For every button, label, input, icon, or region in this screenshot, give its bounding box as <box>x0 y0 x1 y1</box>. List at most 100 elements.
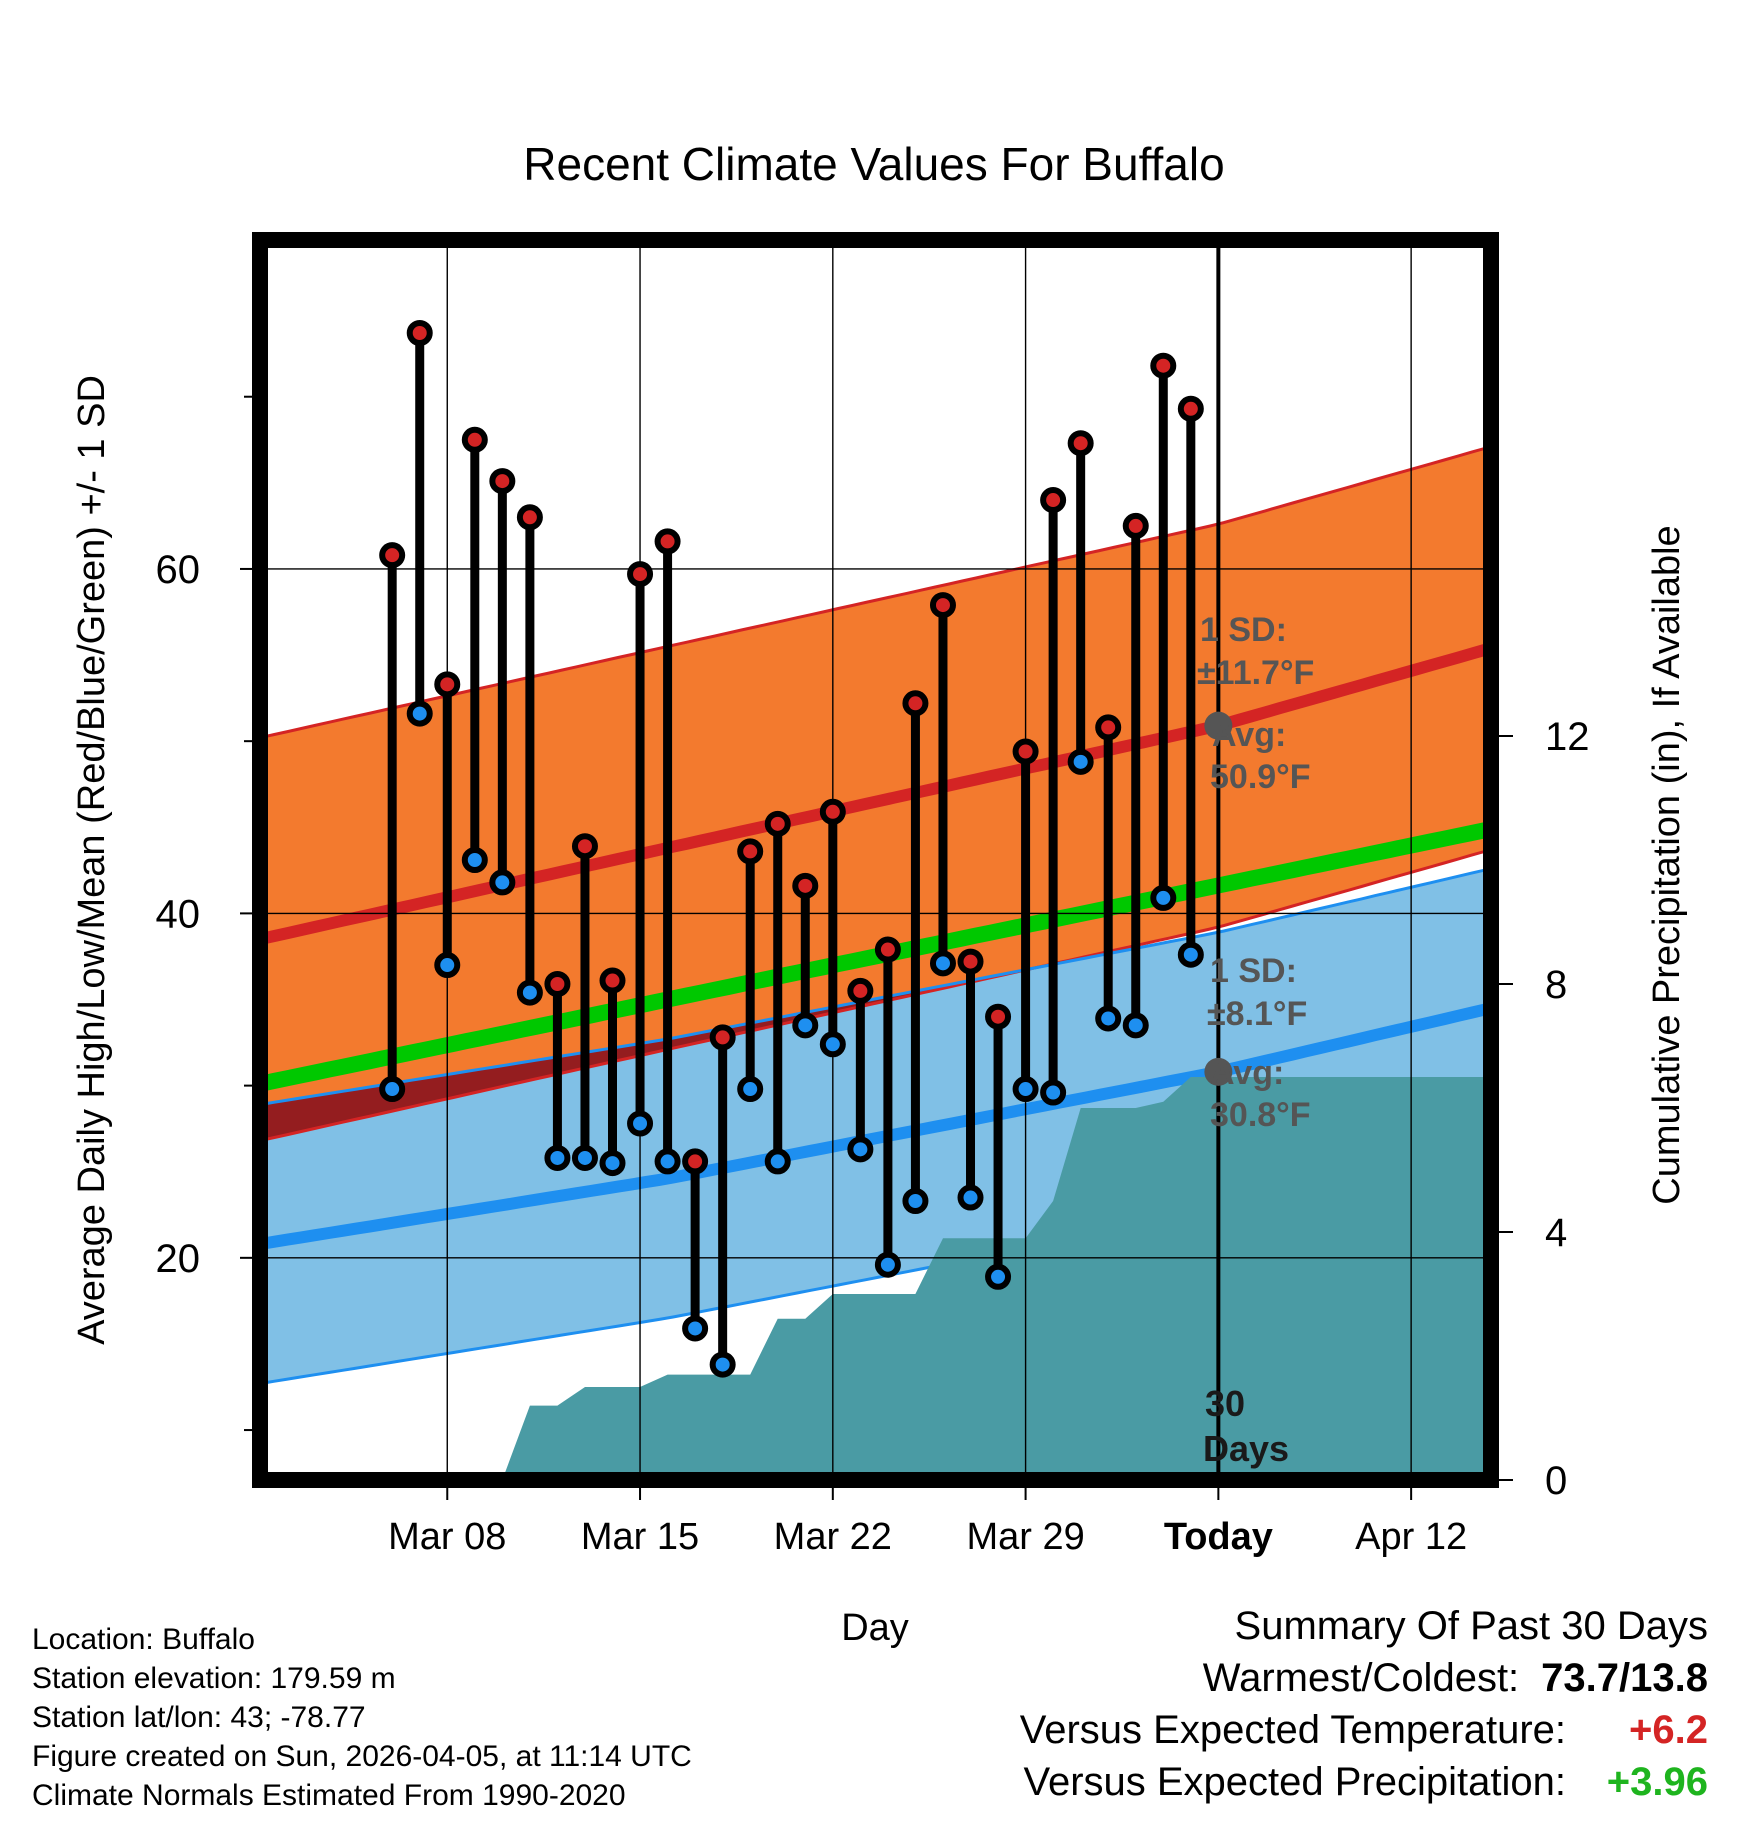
daily-high-point <box>1067 430 1094 457</box>
daily-high-point <box>1012 738 1039 765</box>
x-axis-label: Day <box>841 1607 909 1649</box>
summary-warm-cold-row: Warmest/Coldest: 73.7/13.8 <box>1020 1652 1708 1704</box>
daily-low-point <box>1150 884 1177 911</box>
data-series <box>379 320 1233 1378</box>
x-tick-label: Mar 29 <box>966 1516 1084 1558</box>
daily-low-point <box>709 1351 736 1378</box>
temp-anomaly-value: +6.2 <box>1629 1708 1708 1752</box>
warm-cold-label: Warmest/Coldest: <box>1202 1656 1520 1700</box>
daily-low-point <box>874 1251 901 1278</box>
today-normal-high-dot <box>1204 711 1233 740</box>
daily-low-point <box>792 1012 819 1039</box>
daily-low-point <box>1095 1005 1122 1032</box>
daily-low-point <box>544 1144 571 1171</box>
y-tick-label: 40 <box>156 892 201 936</box>
x-tick-label: Today <box>1164 1516 1273 1558</box>
daily-low-point <box>1067 748 1094 775</box>
daily-high-point <box>627 561 654 588</box>
daily-high-point <box>709 1024 736 1051</box>
daily-low-point <box>461 847 488 873</box>
station-elevation: Station elevation: 179.59 m <box>32 1662 396 1695</box>
summary-panel: Summary Of Past 30 Days Warmest/Coldest:… <box>1020 1600 1708 1808</box>
summary-title: Summary Of Past 30 Days <box>1234 1604 1708 1648</box>
daily-low-point <box>571 1144 598 1171</box>
daily-low-point <box>902 1188 929 1214</box>
temp-anomaly-label: Versus Expected Temperature: <box>1019 1708 1566 1752</box>
daily-high-point <box>654 528 681 555</box>
high-sd-label: 1 SD: <box>1200 611 1287 649</box>
daily-high-point <box>1150 352 1177 379</box>
low-avg-label: Avg: <box>1210 1054 1284 1092</box>
daily-low-point <box>737 1076 764 1103</box>
high-sd-band <box>267 448 1484 1140</box>
daily-low-point <box>1177 941 1204 968</box>
high-upper-edge <box>267 447 1484 738</box>
daily-low-point <box>1122 1012 1149 1039</box>
y2-tick-label: 0 <box>1545 1459 1567 1503</box>
daily-low-point <box>957 1184 984 1211</box>
daily-high-point <box>489 468 516 495</box>
daily-low-point <box>929 950 956 977</box>
precip-anomaly-value: +3.96 <box>1606 1760 1708 1804</box>
daily-low-point <box>489 869 516 896</box>
station-location: Location: Buffalo <box>32 1623 255 1656</box>
low-upper-edge <box>267 868 1484 1105</box>
daily-high-point <box>764 810 791 837</box>
x-tick-label: Mar 22 <box>774 1516 892 1558</box>
x-tick-label: Mar 15 <box>581 1516 699 1558</box>
low-sd-value: ±8.1°F <box>1207 995 1307 1033</box>
daily-high-point <box>957 948 984 975</box>
y2-axis-label: Cumulative Precipitation (in), If Availa… <box>1646 525 1688 1204</box>
daily-high-point <box>516 504 543 531</box>
daily-high-point <box>985 1003 1012 1030</box>
daily-high-point <box>929 592 956 619</box>
precip-anomaly-label: Versus Expected Precipitation: <box>1023 1760 1566 1804</box>
low-sd-band <box>267 870 1484 1383</box>
summary-precip-row: Versus Expected Precipitation: +3.96 <box>1020 1756 1708 1808</box>
y-tick-label: 60 <box>156 548 201 592</box>
daily-low-point <box>819 1031 846 1058</box>
daily-low-point <box>847 1136 874 1163</box>
daily-high-point <box>1040 487 1067 514</box>
daily-high-point <box>1122 512 1149 539</box>
daily-low-point <box>682 1315 709 1342</box>
normals-period: Climate Normals Estimated From 1990-2020 <box>32 1779 626 1812</box>
daily-high-point <box>406 320 433 346</box>
y2-tick-label: 4 <box>1545 1211 1567 1255</box>
daily-low-point <box>654 1148 681 1175</box>
daily-high-point <box>544 971 571 997</box>
daily-high-point <box>902 690 929 717</box>
high-sd-value: ±11.7°F <box>1197 654 1314 692</box>
normal-high-line <box>267 643 1484 944</box>
daily-high-point <box>682 1148 709 1175</box>
daily-low-point <box>764 1148 791 1175</box>
daily-low-point <box>434 952 461 979</box>
daily-high-point <box>379 542 406 569</box>
warm-cold-value: 73.7/13.8 <box>1541 1656 1708 1700</box>
daily-high-point <box>737 838 764 865</box>
daily-high-point <box>847 977 874 1004</box>
axes: Mar 08 Mar 15 Mar 22 Mar 29 Today Apr 1220406… <box>156 232 1590 1558</box>
daily-high-point <box>599 967 626 994</box>
daily-low-point <box>379 1076 406 1103</box>
y-axis-label: Average Daily High/Low/Mean (Red/Blue/Gr… <box>71 375 113 1345</box>
plot-frame <box>252 232 1499 1488</box>
summary-temp-row: Versus Expected Temperature: +6.2 <box>1020 1704 1708 1756</box>
daily-low-point <box>599 1150 626 1177</box>
chart-title: Recent Climate Values For Buffalo <box>523 138 1224 190</box>
figure-created: Figure created on Sun, 2026-04-05, at 11… <box>32 1740 692 1773</box>
today-normal-low-dot <box>1204 1057 1233 1086</box>
period-number: 30 <box>1205 1383 1245 1424</box>
period-unit: Days <box>1203 1428 1289 1469</box>
daily-low-point <box>406 700 433 727</box>
daily-low-point <box>1040 1079 1067 1106</box>
daily-high-point <box>1177 395 1204 422</box>
daily-high-point <box>874 936 901 963</box>
high-avg-label: Avg: <box>1212 716 1286 754</box>
y2-tick-label: 12 <box>1545 715 1590 759</box>
y2-tick-label: 8 <box>1545 963 1567 1007</box>
low-avg-value: 30.8°F <box>1210 1096 1311 1134</box>
daily-high-point <box>571 833 598 860</box>
x-tick-label: Apr 12 <box>1355 1516 1467 1558</box>
